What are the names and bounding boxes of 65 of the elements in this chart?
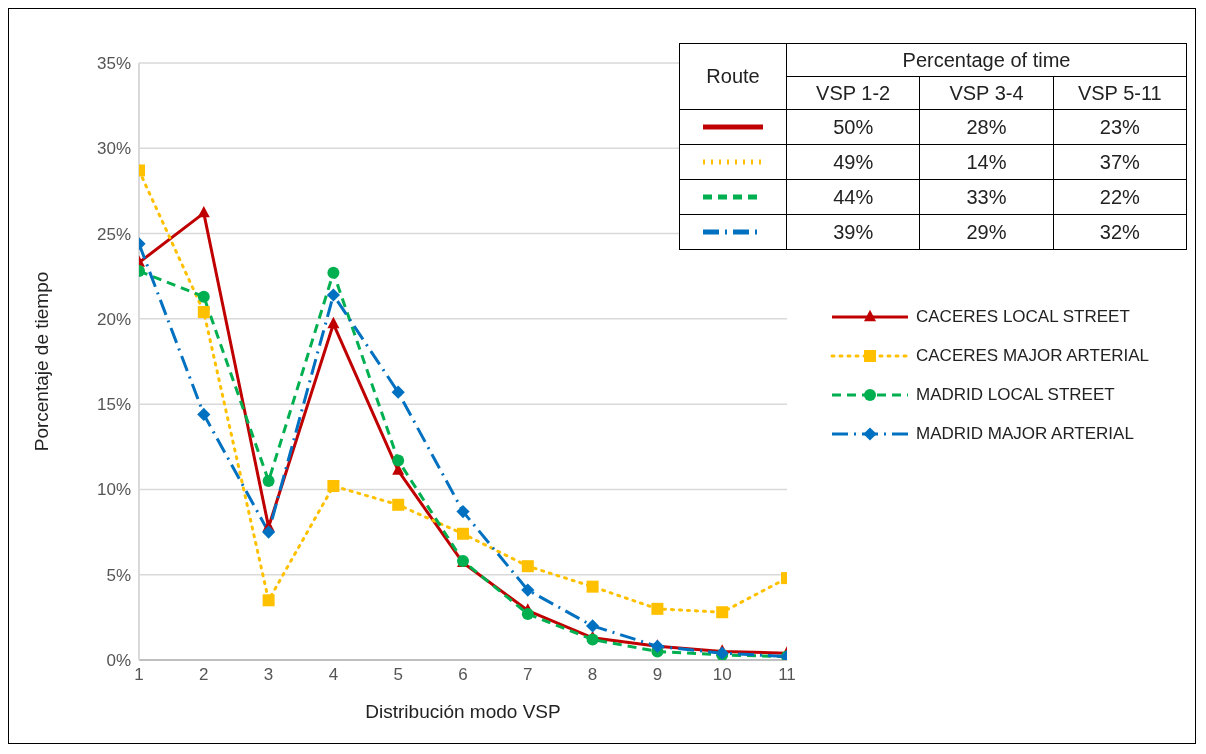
text: 29%	[919, 214, 1054, 250]
point	[521, 560, 534, 573]
text: 33%	[919, 179, 1054, 215]
text: 50%	[786, 109, 920, 145]
point	[197, 290, 210, 303]
x-tick-label: 4	[328, 665, 339, 685]
text: VSP 3-4	[919, 76, 1054, 110]
point	[716, 606, 729, 619]
point	[456, 505, 470, 519]
y-tick-label: 0%	[106, 651, 131, 671]
x-tick-label: 8	[587, 665, 598, 685]
x-tick-label: 2	[199, 665, 209, 685]
point	[651, 602, 664, 615]
point	[327, 480, 340, 493]
x-tick-label: 5	[393, 665, 403, 685]
legend-label: CACERES LOCAL STREET	[916, 307, 1130, 327]
x-tick-label: 10	[712, 665, 732, 685]
point	[197, 306, 210, 319]
x-tick-label: 1	[134, 665, 144, 685]
point	[262, 525, 276, 539]
text: 44%	[786, 179, 920, 215]
point	[521, 607, 534, 620]
point	[392, 498, 405, 511]
x-tick-label: 6	[458, 665, 468, 685]
x-axis-title: Distribución modo VSP	[365, 701, 561, 722]
text: VSP 1-2	[786, 76, 920, 110]
point	[391, 385, 405, 399]
y-tick-label: 5%	[106, 565, 131, 585]
legend-label: MADRID MAJOR ARTERIAL	[916, 424, 1134, 444]
point	[457, 527, 469, 540]
text: 14%	[919, 144, 1054, 180]
point	[262, 474, 275, 487]
point	[262, 594, 275, 607]
point	[521, 583, 535, 597]
y-tick-label: 35%	[96, 54, 131, 74]
x-tick-label: 11	[778, 665, 796, 685]
legend-label: MADRID LOCAL STREET	[916, 385, 1115, 405]
text: 49%	[786, 144, 920, 180]
point	[327, 316, 340, 329]
point	[327, 266, 340, 279]
annotation: Route	[679, 43, 787, 110]
y-tick-label: 10%	[96, 480, 131, 500]
point	[392, 454, 405, 467]
text: VSP 5-11	[1053, 76, 1187, 110]
point	[197, 407, 211, 421]
y-tick-label: 15%	[96, 395, 131, 415]
point	[586, 580, 599, 593]
text: Percentage of time	[786, 43, 1187, 77]
legend-label: CACERES MAJOR ARTERIAL	[916, 346, 1150, 366]
point	[197, 205, 210, 218]
y-tick-label: 20%	[96, 309, 131, 329]
point	[586, 619, 600, 633]
x-tick-label: 9	[652, 665, 663, 685]
text: 32%	[1053, 214, 1187, 250]
text: 28%	[919, 109, 1054, 145]
text: 23%	[1053, 109, 1187, 145]
x-tick-label: 7	[523, 665, 533, 685]
point	[326, 288, 340, 302]
text: 39%	[786, 214, 920, 250]
text: 37%	[1053, 144, 1187, 180]
x-tick-label: 3	[263, 665, 274, 685]
y-axis-title: Porcentaje de tiempo	[30, 271, 52, 452]
y-tick-label: 25%	[96, 224, 131, 244]
y-tick-label: 30%	[96, 139, 131, 159]
text: 22%	[1053, 179, 1187, 215]
